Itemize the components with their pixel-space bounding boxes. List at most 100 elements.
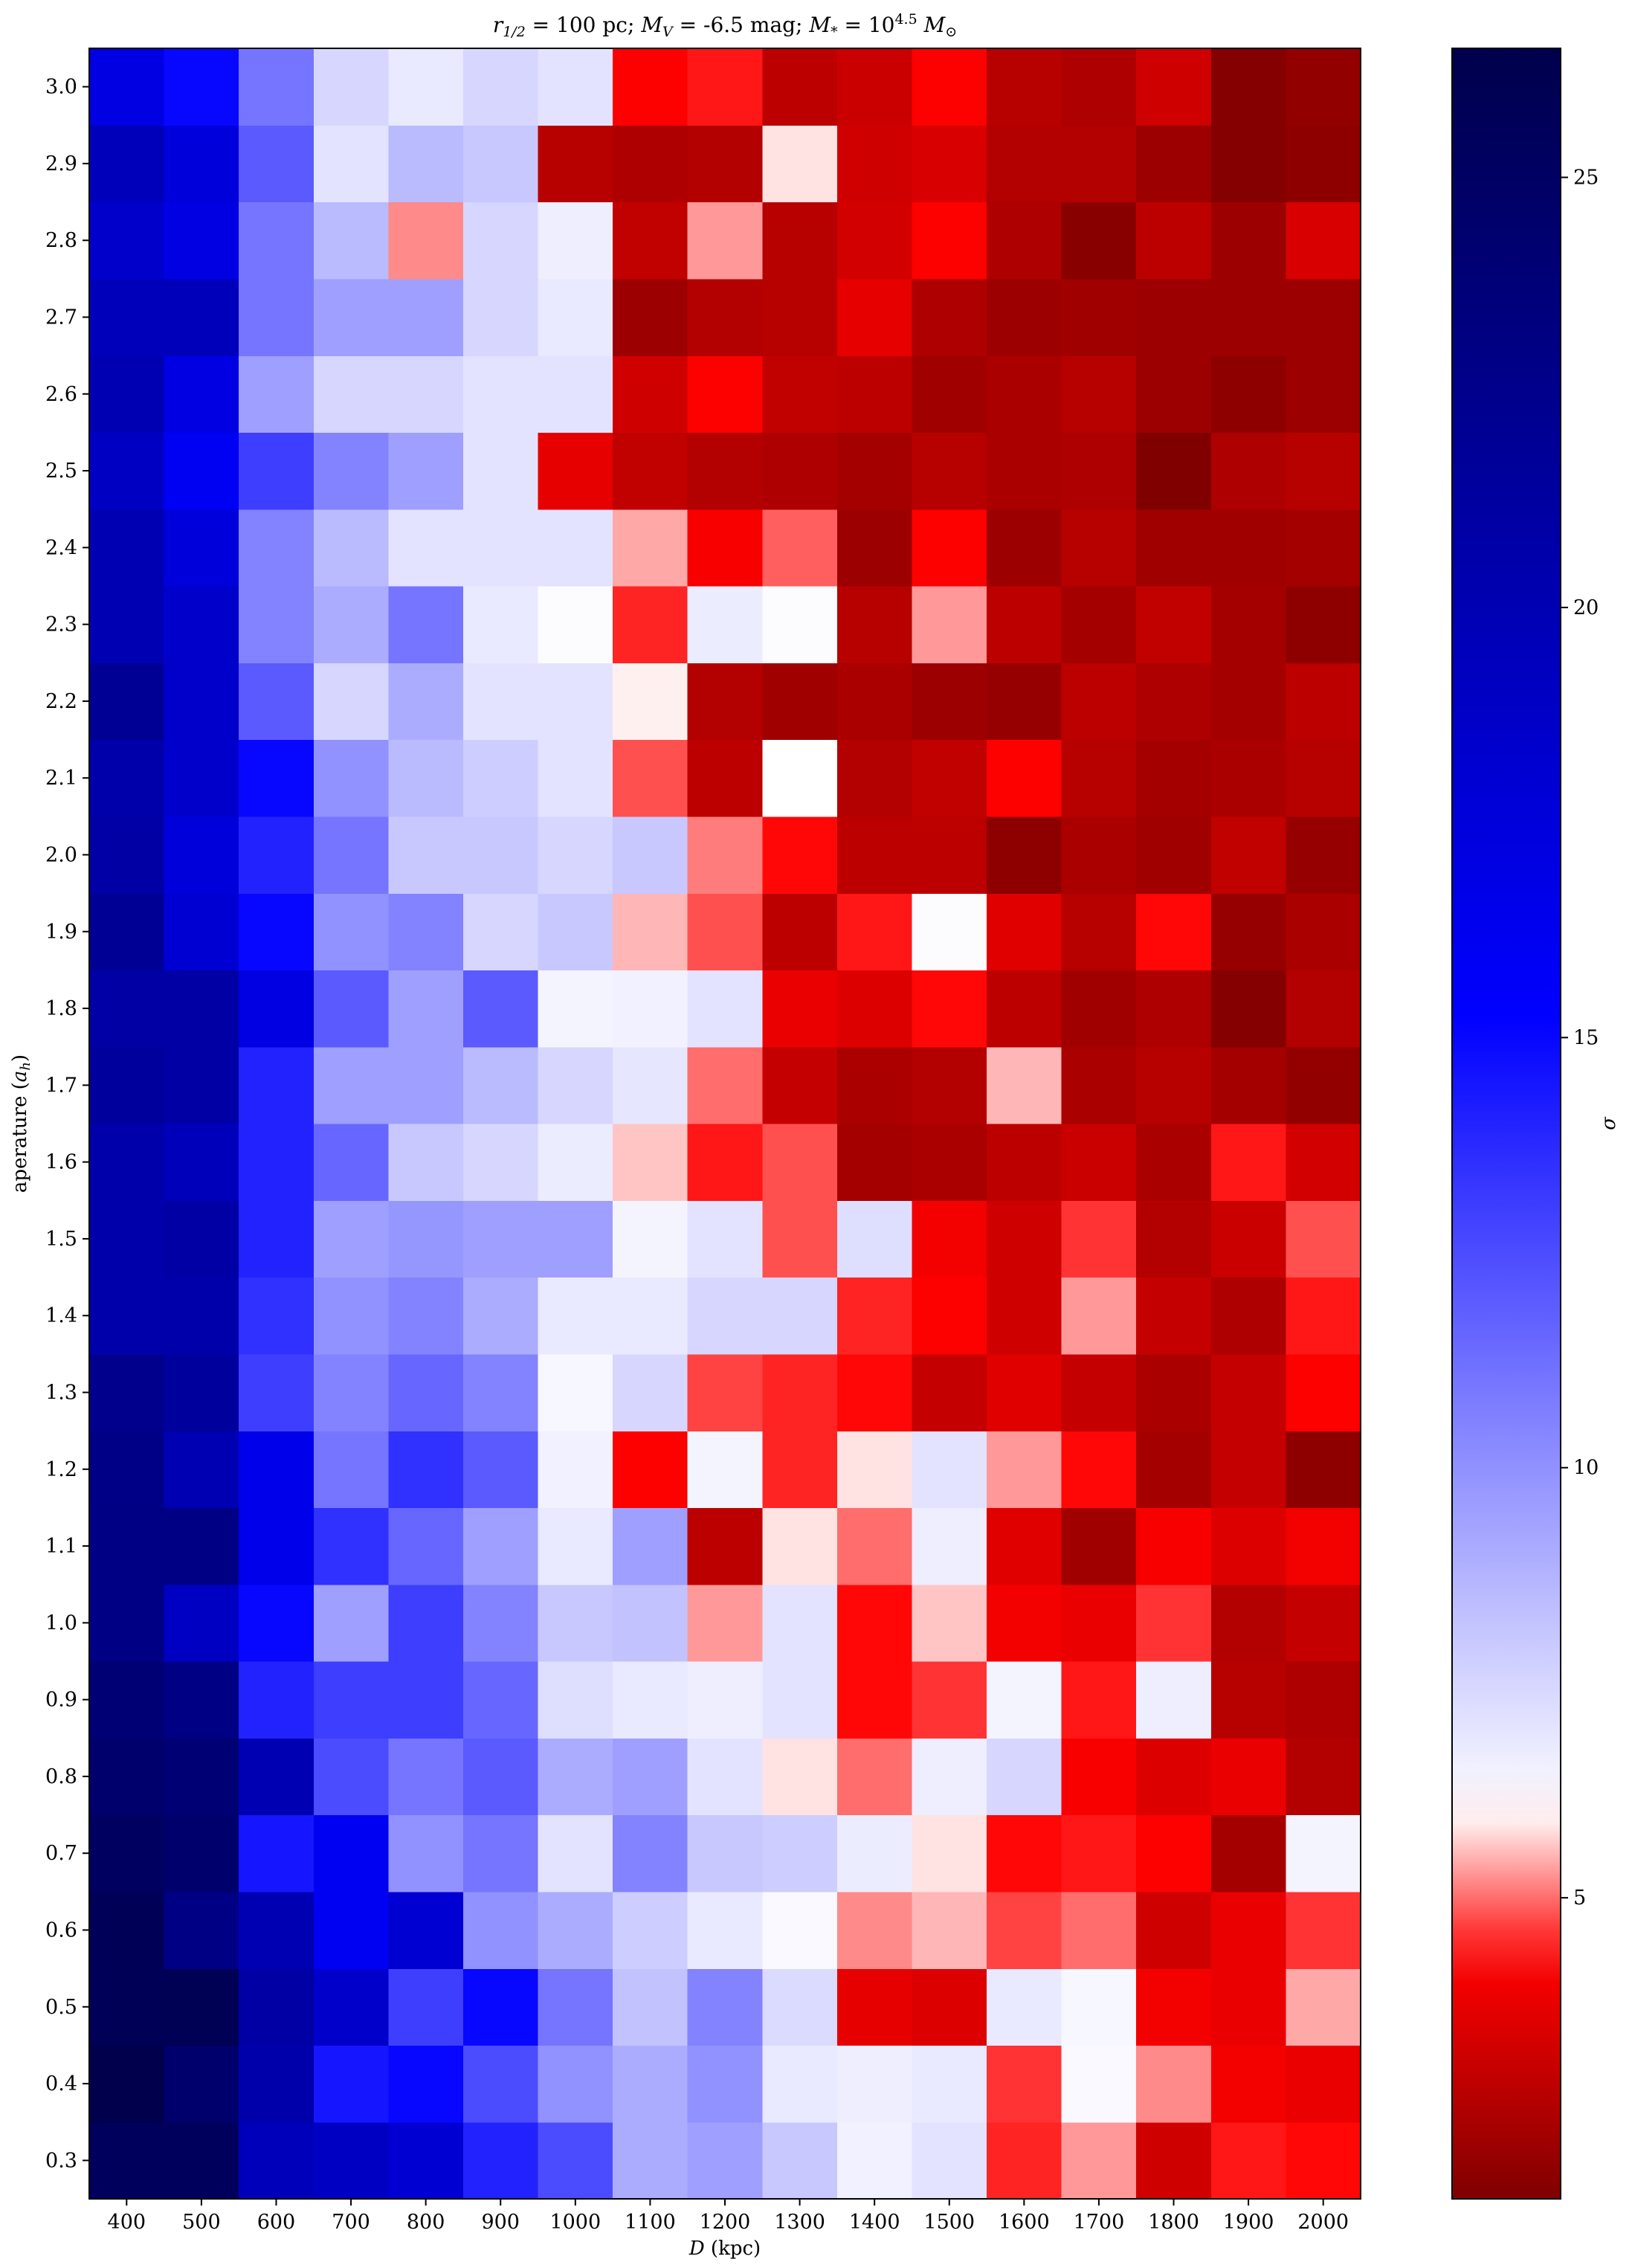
- heatmap-cell: [912, 1046, 987, 1124]
- heatmap-cell: [538, 1431, 613, 1509]
- heatmap-cell: [239, 663, 315, 741]
- heatmap-cell: [912, 1431, 987, 1509]
- x-tick-label: 1800: [1148, 2211, 1199, 2234]
- heatmap-cell: [1136, 355, 1212, 434]
- heatmap-cell: [1210, 1738, 1287, 1816]
- heatmap-cell: [239, 1200, 315, 1278]
- heatmap-cell: [462, 1124, 539, 1201]
- heatmap-cell: [388, 1277, 464, 1355]
- heatmap-cell: [1136, 1431, 1212, 1509]
- heatmap-cell: [1210, 1891, 1287, 1969]
- heatmap-cell: [912, 893, 987, 971]
- heatmap-cell: [1210, 125, 1287, 203]
- heatmap-cell: [1286, 1277, 1361, 1355]
- y-tick-label: 2.4: [45, 536, 77, 559]
- heatmap-cell: [836, 663, 913, 741]
- heatmap-cell: [1136, 278, 1212, 356]
- heatmap-cell: [462, 278, 539, 356]
- colorbar-tick-label: 5: [1573, 1887, 1586, 1910]
- heatmap-cell: [538, 1584, 613, 1662]
- heatmap-cell: [1210, 1124, 1287, 1201]
- heatmap-cell: [164, 1277, 239, 1355]
- heatmap-cell: [239, 1661, 315, 1739]
- y-axis: 0.3 0.4 0.5 0.6 0.7 0.8 0.9 1.0 1.1 1.2 1.3 1.4 1.5 1…: [45, 76, 89, 2172]
- x-axis-title: D (kpc): [688, 2238, 761, 2260]
- heatmap-cell: [687, 1584, 763, 1662]
- heatmap-cell: [987, 1431, 1062, 1509]
- heatmap-cell: [164, 970, 239, 1048]
- heatmap-cell: [987, 663, 1062, 741]
- y-tick-label: 1.7: [45, 1074, 77, 1097]
- heatmap-cell: [1210, 1968, 1287, 2046]
- colorbar-axis: 5 10 15 20 25: [1561, 167, 1599, 1910]
- heatmap-cell: [836, 970, 913, 1048]
- heatmap-cell: [164, 663, 239, 741]
- heatmap-cell: [313, 125, 389, 203]
- heatmap-cell: [687, 1738, 763, 1816]
- heatmap-cell: [836, 355, 913, 434]
- heatmap-cell: [462, 509, 539, 587]
- heatmap-cell: [687, 970, 763, 1048]
- heatmap-cell: [762, 1124, 838, 1201]
- heatmap-cell: [1210, 1200, 1287, 1278]
- heatmap-cell: [762, 509, 838, 587]
- heatmap-cell: [1210, 893, 1287, 971]
- heatmap-cell: [687, 2045, 763, 2123]
- heatmap-cell: [239, 893, 315, 971]
- heatmap-cell: [687, 893, 763, 971]
- heatmap-cell: [89, 1046, 165, 1124]
- heatmap-cell: [1061, 2122, 1137, 2200]
- heatmap-cell: [89, 1584, 165, 1662]
- heatmap-cell: [1136, 2045, 1212, 2123]
- heatmap-cell: [388, 278, 464, 356]
- heatmap-cell: [1210, 355, 1287, 434]
- heatmap-cell: [836, 1431, 913, 1509]
- heatmap-cell: [313, 2122, 389, 2200]
- heatmap-cell: [912, 2045, 987, 2123]
- heatmap-cell: [538, 1814, 613, 1892]
- heatmap-cell: [1136, 2122, 1212, 2200]
- heatmap-cell: [239, 202, 315, 280]
- heatmap-cell: [239, 1738, 315, 1816]
- heatmap-cell: [538, 1507, 613, 1585]
- heatmap-cell: [762, 1277, 838, 1355]
- heatmap-cell: [1061, 739, 1137, 817]
- heatmap-cell: [987, 509, 1062, 587]
- heatmap-cell: [89, 893, 165, 971]
- heatmap-cell: [164, 278, 239, 356]
- heatmap-cell: [313, 1431, 389, 1509]
- heatmap-cell: [1061, 1200, 1137, 1278]
- heatmap-cell: [388, 1200, 464, 1278]
- heatmap-cell: [687, 816, 763, 894]
- heatmap-cell: [613, 2122, 688, 2200]
- heatmap-cell: [613, 586, 688, 663]
- heatmap-cell: [687, 1200, 763, 1278]
- heatmap-cell: [1210, 1431, 1287, 1509]
- heatmap-cell: [836, 739, 913, 817]
- heatmap-cell: [1136, 1507, 1212, 1585]
- heatmap-cell: [1286, 816, 1361, 894]
- heatmap-cell: [836, 1661, 913, 1739]
- heatmap-cell: [987, 1353, 1062, 1431]
- heatmap-cell: [462, 816, 539, 894]
- heatmap-cell: [987, 586, 1062, 663]
- heatmap-cell: [89, 663, 165, 741]
- heatmap-cell: [462, 125, 539, 203]
- y-tick-label: 0.6: [45, 1919, 77, 1942]
- heatmap-cell: [538, 1046, 613, 1124]
- heatmap-cell: [89, 1431, 165, 1509]
- heatmap-cell: [462, 1661, 539, 1739]
- heatmap-cell: [388, 1968, 464, 2046]
- heatmap-cell: [462, 586, 539, 663]
- heatmap-cell: [388, 2045, 464, 2123]
- heatmap-cell: [538, 1353, 613, 1431]
- heatmap-cell: [313, 816, 389, 894]
- heatmap-cell: [538, 586, 613, 663]
- heatmap-cell: [164, 1353, 239, 1431]
- heatmap-cell: [613, 1353, 688, 1431]
- heatmap-cell: [687, 278, 763, 356]
- heatmap-cell: [1061, 1353, 1137, 1431]
- heatmap-cell: [987, 739, 1062, 817]
- heatmap-cell: [1136, 816, 1212, 894]
- colorbar-tick-label: 20: [1573, 596, 1599, 619]
